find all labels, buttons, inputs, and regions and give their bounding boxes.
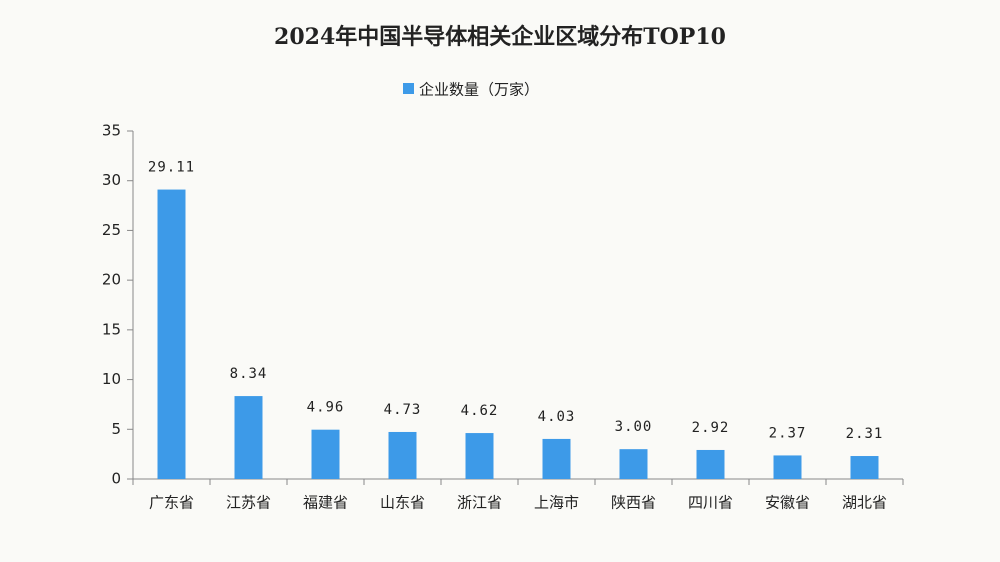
legend-swatch <box>403 83 414 94</box>
bar <box>465 433 494 479</box>
x-tick-label: 陕西省 <box>611 494 656 512</box>
value-label: 3.00 <box>615 419 653 435</box>
y-tick-label: 0 <box>111 470 121 488</box>
y-tick-label: 10 <box>102 370 121 388</box>
x-tick-label: 上海市 <box>534 494 579 512</box>
x-tick-label: 四川省 <box>688 494 733 512</box>
x-tick-label: 山东省 <box>380 494 425 512</box>
x-tick-label: 浙江省 <box>457 494 502 512</box>
bar <box>619 449 648 479</box>
x-tick-label: 福建省 <box>303 494 348 512</box>
value-label: 2.37 <box>769 425 807 441</box>
bar <box>542 438 571 479</box>
value-label: 2.31 <box>846 426 884 442</box>
value-label: 8.34 <box>230 366 268 382</box>
chart-title: 2024年中国半导体相关企业区域分布TOP10 <box>274 24 726 50</box>
x-tick-label: 安徽省 <box>765 494 810 512</box>
x-tick-label: 湖北省 <box>842 494 887 512</box>
value-label: 4.03 <box>538 409 576 425</box>
y-tick-label: 30 <box>102 171 121 189</box>
x-tick-label: 江苏省 <box>226 494 271 512</box>
x-tick-label: 广东省 <box>149 494 194 512</box>
bar <box>388 431 417 479</box>
bar <box>311 429 340 479</box>
bar <box>773 455 802 479</box>
y-tick-label: 20 <box>102 271 121 289</box>
bar <box>157 189 186 480</box>
value-label: 4.96 <box>307 400 345 416</box>
value-label: 29.11 <box>148 160 195 176</box>
bar <box>234 396 263 479</box>
y-tick-label: 35 <box>102 122 121 140</box>
legend-label: 企业数量（万家） <box>419 81 539 99</box>
bar <box>850 456 879 479</box>
y-tick-label: 5 <box>111 420 121 438</box>
value-label: 2.92 <box>692 420 730 436</box>
value-label: 4.62 <box>461 403 499 419</box>
y-tick-label: 25 <box>102 221 121 239</box>
bar <box>696 449 725 479</box>
y-tick-label: 15 <box>102 320 121 338</box>
value-label: 4.73 <box>384 402 422 418</box>
